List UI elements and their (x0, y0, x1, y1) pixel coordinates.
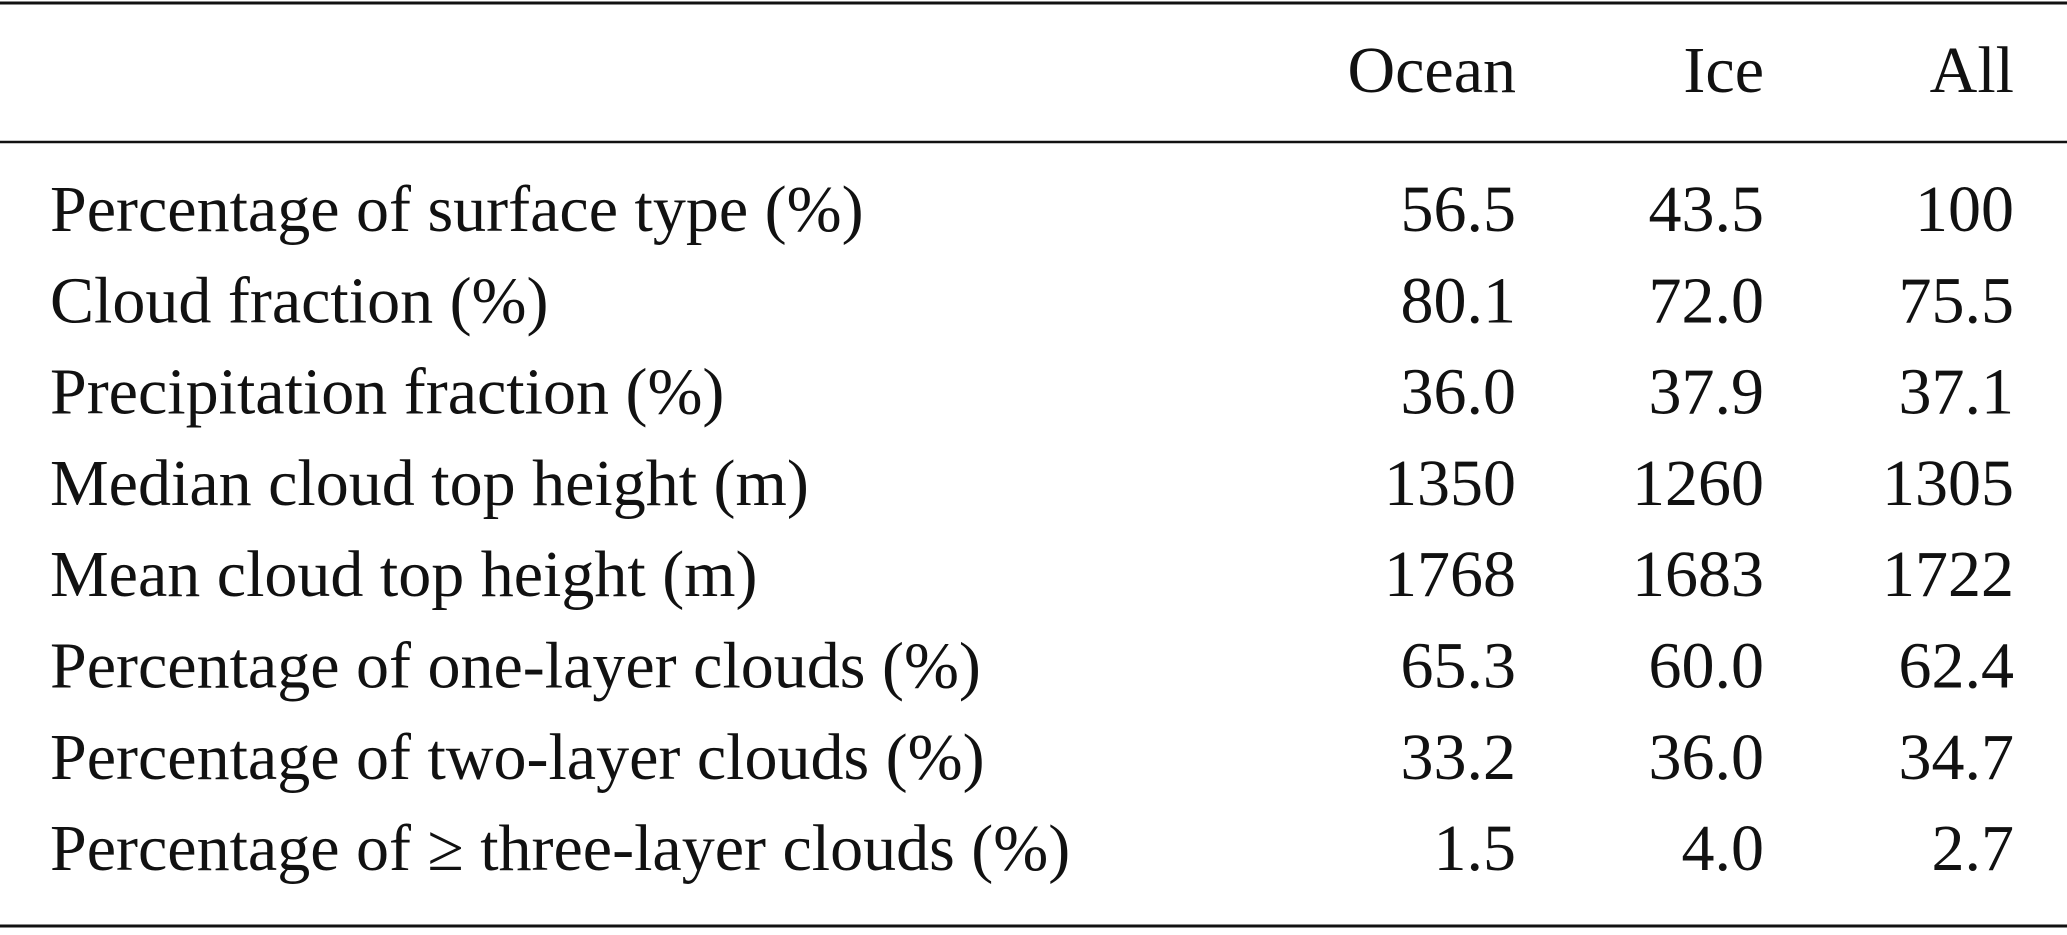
cell-value: 100 (1915, 173, 2014, 246)
cell-value: 1305 (1882, 447, 2014, 520)
cell-value: 36.0 (1649, 721, 1765, 794)
row-label: Mean cloud top height (m) (50, 538, 758, 611)
column-header: Ocean (1347, 34, 1516, 107)
cell-value: 1350 (1384, 447, 1516, 520)
cell-value: 1260 (1632, 447, 1764, 520)
column-header: Ice (1683, 34, 1764, 107)
cell-value: 37.1 (1899, 356, 2015, 429)
cell-value: 1722 (1882, 538, 2014, 611)
cell-value: 1683 (1632, 538, 1764, 611)
cell-value: 2.7 (1932, 812, 2015, 885)
cell-value: 72.0 (1649, 264, 1765, 337)
row-label: Percentage of surface type (%) (50, 173, 864, 246)
cell-value: 33.2 (1401, 721, 1517, 794)
cell-value: 43.5 (1649, 173, 1765, 246)
cell-value: 37.9 (1649, 356, 1765, 429)
row-label: Precipitation fraction (%) (50, 356, 724, 429)
column-header: All (1930, 34, 2014, 107)
row-label: Percentage of two-layer clouds (%) (50, 721, 985, 794)
cell-value: 80.1 (1401, 264, 1517, 337)
cell-value: 4.0 (1682, 812, 1765, 885)
cell-value: 75.5 (1899, 264, 2015, 337)
cell-value: 62.4 (1899, 630, 2015, 703)
row-label: Cloud fraction (%) (50, 264, 549, 337)
cell-value: 65.3 (1401, 630, 1517, 703)
cell-value: 36.0 (1401, 356, 1517, 429)
cell-value: 1.5 (1434, 812, 1517, 885)
cell-value: 56.5 (1401, 173, 1517, 246)
row-label: Median cloud top height (m) (50, 447, 809, 520)
cell-value: 34.7 (1899, 721, 2015, 794)
row-label: Percentage of ≥ three-layer clouds (%) (50, 812, 1070, 885)
cell-value: 60.0 (1649, 630, 1765, 703)
row-label: Percentage of one-layer clouds (%) (50, 630, 981, 703)
cell-value: 1768 (1384, 538, 1516, 611)
